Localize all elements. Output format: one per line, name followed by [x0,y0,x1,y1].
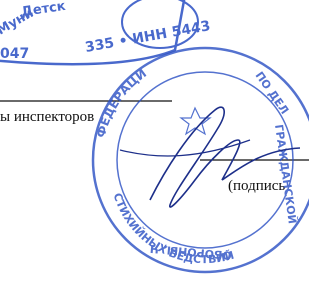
signature-caption: (подпись [228,178,285,194]
page: ы инспекторов (подпись Детск Муни 047 33… [0,0,309,290]
stamp-text: 047 [0,46,29,62]
stamp-text: ПО ДЕЛ [253,69,292,116]
stamp-text: СТИХИЙНЫХ БЕДСТВИЙ [111,191,236,266]
line-text: ы инспекторов [0,109,94,125]
stamp-text: Муни [0,6,36,39]
stamp-text: ФЕДЕРАЦИ [94,66,150,139]
stamp-text: СТИХИЙНЫХ БЕДСТВИЙ [111,191,236,266]
document: ы инспекторов (подпись Детск Муни 047 33… [0,0,309,290]
stamp-text: 335 • ИНН 5443 [84,18,212,56]
corner-stamp: Детск Муни 047 335 • ИНН 5443 [0,0,212,64]
stamp-text: ГРАЖДАНСКОЙ [272,124,299,225]
stamp-text: ФЕДЕРАЦИ [94,66,150,139]
